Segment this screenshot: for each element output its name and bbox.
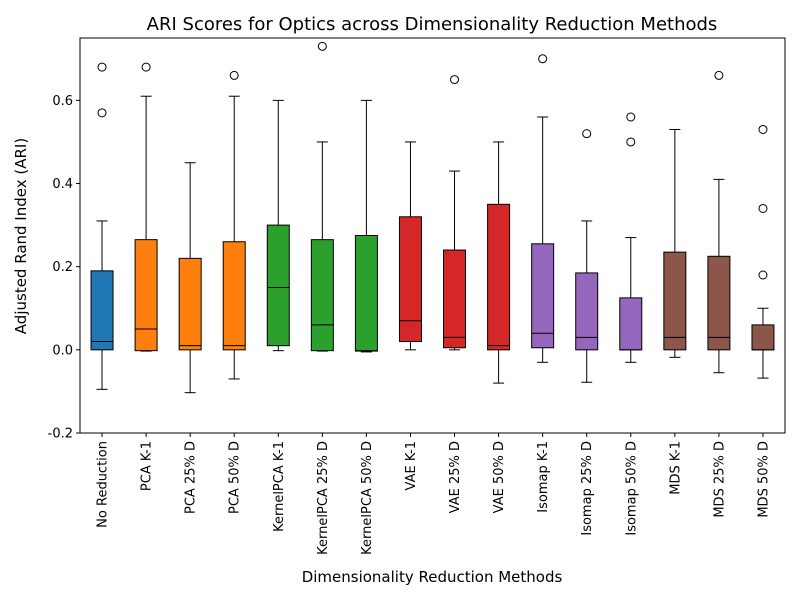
outlier-point <box>758 270 768 280</box>
outlier-point <box>317 41 327 51</box>
x-tick-label: VAE K-1 <box>404 441 419 490</box>
outlier-point <box>582 129 592 139</box>
outlier-point <box>626 112 636 122</box>
outlier-point <box>714 70 724 80</box>
chart-title: ARI Scores for Optics across Dimensional… <box>147 14 718 35</box>
y-tick-label: 0.0 <box>52 343 73 358</box>
box <box>707 255 731 351</box>
x-tick-label: PCA K-1 <box>140 441 155 491</box>
x-tick-label: Isomap K-1 <box>536 441 551 513</box>
x-axis-label: Dimensionality Reduction Methods <box>302 568 563 586</box>
box <box>663 251 687 351</box>
outlier-point <box>97 108 107 118</box>
outlier-point <box>758 124 768 134</box>
box <box>751 324 775 351</box>
box <box>222 241 246 351</box>
box <box>575 272 599 351</box>
y-axis-label: Adjusted Rand Index (ARI) <box>12 138 30 334</box>
box <box>354 235 378 352</box>
outlier-point <box>450 75 460 85</box>
box <box>531 243 555 349</box>
box <box>398 216 422 343</box>
x-tick-label: VAE 50% D <box>492 441 507 513</box>
box <box>266 224 290 347</box>
y-tick-label: 0.6 <box>52 94 73 109</box>
x-tick-label: Isomap 25% D <box>580 441 595 536</box>
y-tick-label: -0.2 <box>48 427 73 442</box>
box <box>619 297 643 351</box>
outlier-point <box>626 137 636 147</box>
y-tick-label: 0.2 <box>52 260 73 275</box>
x-tick-label: KernelPCA K-1 <box>272 441 287 532</box>
outlier-point <box>97 62 107 72</box>
x-tick-label: KernelPCA 50% D <box>360 441 375 555</box>
x-tick-label: MDS K-1 <box>668 441 683 495</box>
plot-frame <box>79 37 786 434</box>
box <box>310 239 334 352</box>
x-tick-label: KernelPCA 25% D <box>316 441 331 555</box>
outlier-point <box>758 203 768 213</box>
y-tick-label: 0.4 <box>52 177 73 192</box>
x-tick-label: VAE 25% D <box>448 441 463 513</box>
outlier-point <box>538 54 548 64</box>
outlier-point <box>141 62 151 72</box>
box <box>443 249 467 349</box>
box <box>178 257 202 351</box>
x-tick-label: PCA 25% D <box>184 441 199 514</box>
x-tick-label: MDS 25% D <box>712 441 727 518</box>
x-tick-label: MDS 50% D <box>756 441 771 518</box>
box <box>134 239 158 352</box>
x-tick-label: Isomap 50% D <box>624 441 639 536</box>
x-tick-label: PCA 50% D <box>228 441 243 514</box>
box <box>90 270 114 351</box>
outlier-point <box>229 70 239 80</box>
box <box>487 203 511 351</box>
x-tick-label: No Reduction <box>96 441 111 528</box>
plot-area: -0.2 0.0 0.2 0.4 0.6 No Reduction PCA K-1 PCA 2… <box>48 41 775 555</box>
